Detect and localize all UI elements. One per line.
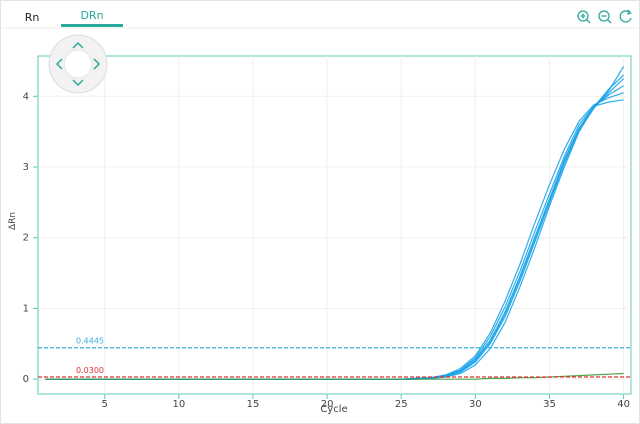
y-axis-label: ΔRn — [8, 212, 18, 230]
x-axis-label: Cycle — [320, 404, 347, 415]
plot-frame — [37, 55, 632, 395]
curve — [45, 99, 624, 380]
threshold-label: 0.0300 — [76, 366, 104, 375]
x-tick-label: 30 — [469, 399, 482, 410]
y-tick-label: 3 — [23, 162, 29, 173]
zoom-in[interactable] — [577, 10, 591, 24]
x-tick-label: 15 — [247, 399, 260, 410]
y-tick-label: 2 — [23, 233, 29, 244]
tab-active[interactable]: DRn — [80, 9, 103, 22]
x-tick-label: 20 — [321, 399, 334, 410]
y-tick-label: 4 — [23, 91, 29, 102]
curve — [45, 78, 625, 380]
x-tick-label: 35 — [543, 399, 556, 410]
curve — [45, 66, 625, 380]
pan-control[interactable] — [48, 34, 108, 94]
y-tick-label: 1 — [23, 303, 29, 314]
x-tick-label: 25 — [395, 399, 408, 410]
x-tick-label: 5 — [102, 399, 108, 410]
curve — [45, 372, 624, 380]
x-tick-label: 10 — [172, 399, 185, 410]
tab-underline — [61, 24, 123, 27]
x-tick-label: 40 — [617, 399, 630, 410]
tab[interactable]: Rn — [25, 11, 40, 24]
y-tick-label: 0 — [23, 374, 29, 385]
refresh[interactable] — [619, 9, 632, 23]
threshold-label: 0.4445 — [76, 337, 104, 346]
zoom-out[interactable] — [598, 10, 612, 24]
